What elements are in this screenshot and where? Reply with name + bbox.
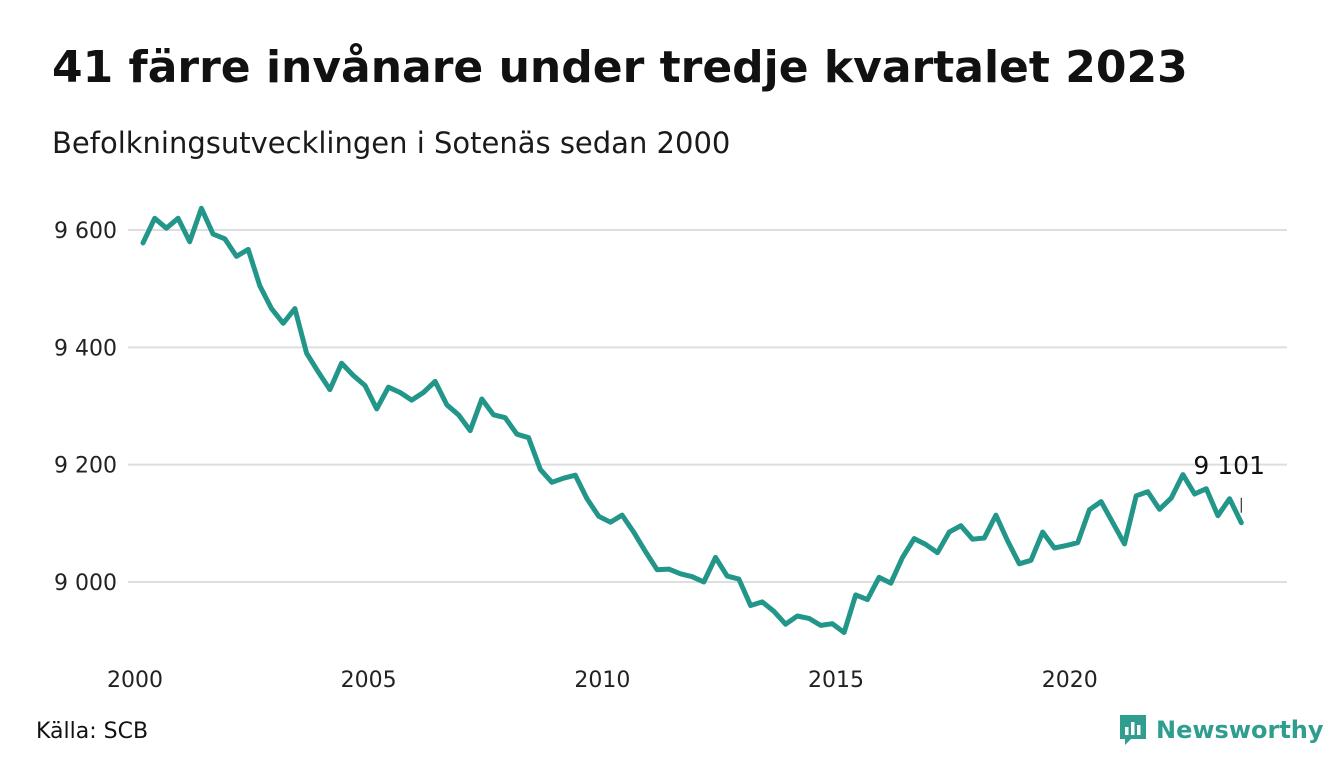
x-tick-label: 2000: [107, 668, 163, 693]
bar-chart-icon: [1120, 715, 1146, 745]
y-tick-label: 9 600: [54, 219, 117, 244]
y-tick-label: 9 000: [54, 571, 117, 596]
chart-subtitle: Befolkningsutvecklingen i Sotenäs sedan …: [52, 126, 731, 160]
brand-name: Newsworthy: [1156, 716, 1324, 744]
x-tick-label: 2020: [1042, 668, 1098, 693]
chart-title: 41 färre invånare under tredje kvartalet…: [52, 42, 1188, 93]
brand-logo: Newsworthy: [1118, 713, 1324, 747]
y-tick-label: 9 200: [54, 454, 117, 479]
source-note: Källa: SCB: [36, 719, 149, 744]
line-chart: 9 000 9 200 9 400 9 600 2000 2005 2010 2015 2020…: [54, 205, 1287, 693]
x-tick-label: 2010: [574, 668, 630, 693]
x-tick-label: 2005: [341, 668, 397, 693]
end-value-label: 9 101: [1193, 451, 1265, 480]
series-line: [140, 205, 1244, 635]
y-tick-label: 9 400: [54, 336, 117, 361]
x-tick-label: 2015: [808, 668, 864, 693]
